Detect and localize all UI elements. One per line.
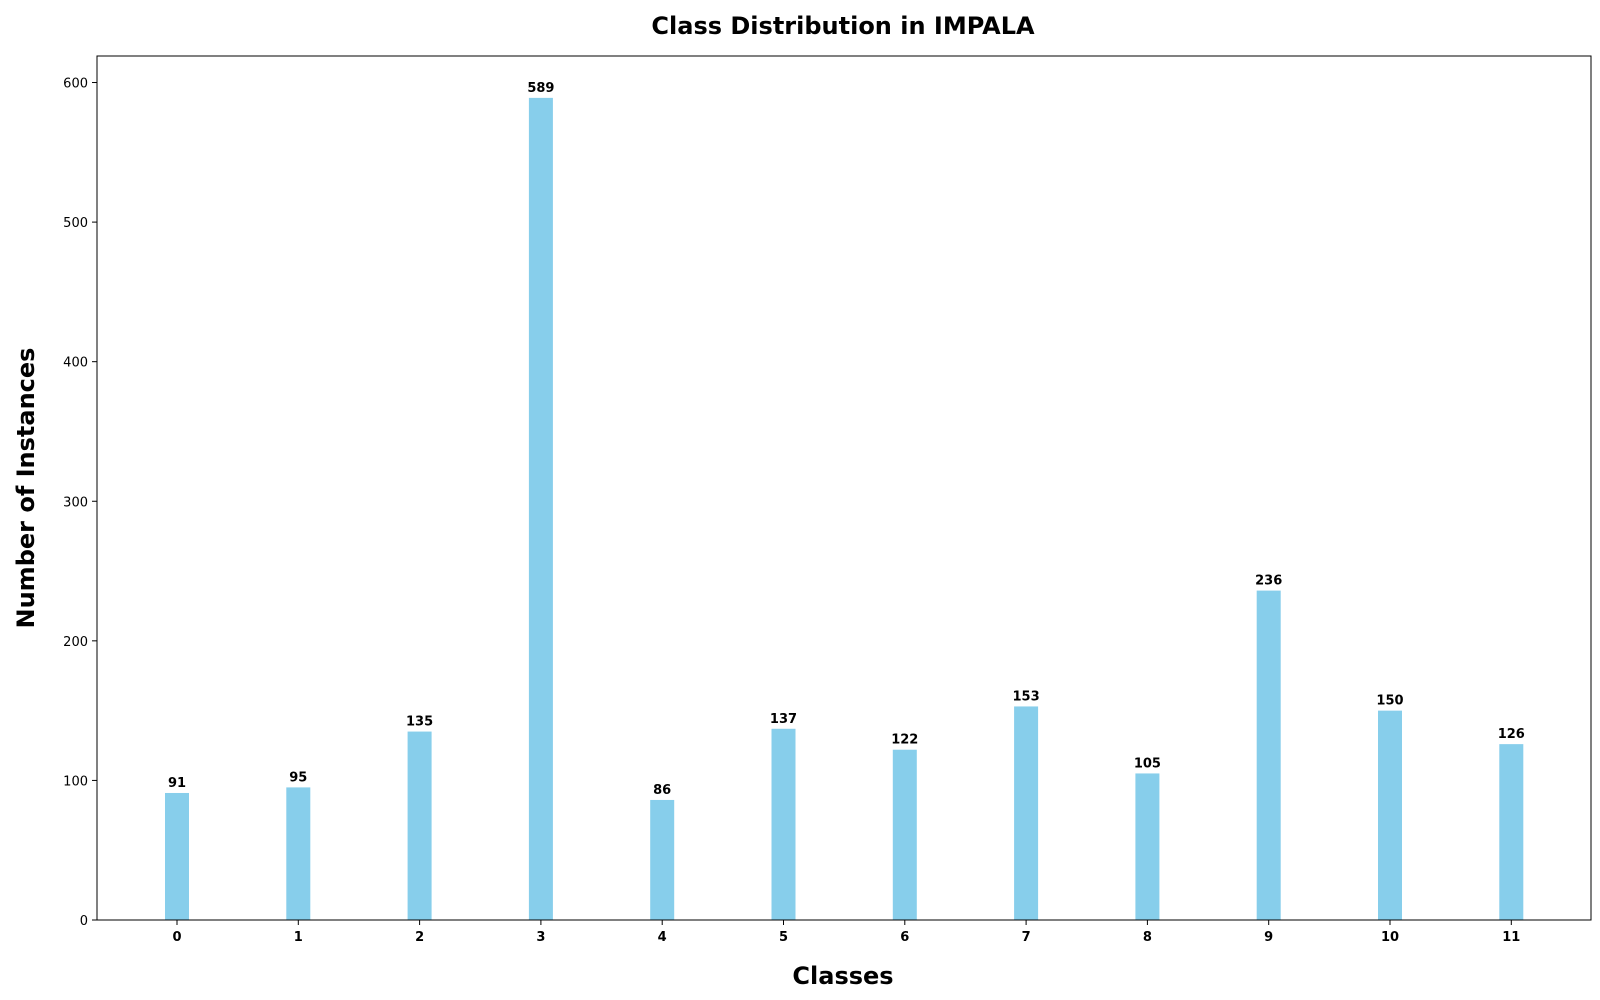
x-tick-label-11: 11 xyxy=(1502,930,1520,945)
bar-9 xyxy=(1256,590,1281,920)
data-label-7: 153 xyxy=(1013,689,1040,704)
bar-10 xyxy=(1378,710,1402,920)
y-tick-label-400: 400 xyxy=(63,356,88,371)
x-tick-label-3: 3 xyxy=(536,930,545,945)
data-label-6: 122 xyxy=(891,733,918,748)
data-label-5: 137 xyxy=(770,712,797,727)
ticks-group: 0 1 2 3 4 5 6 7 8 9 10 11 0 100 200 300 400 500 600 xyxy=(63,77,1520,945)
chart-title: Class Distribution in IMPALA xyxy=(651,12,1035,40)
data-label-1: 95 xyxy=(289,770,307,785)
x-axis-label: Classes xyxy=(792,962,893,990)
data-label-4: 86 xyxy=(653,783,671,798)
bar-3 xyxy=(528,97,553,920)
bar-6 xyxy=(892,749,917,920)
bar-11 xyxy=(1499,744,1524,920)
x-tick-label-2: 2 xyxy=(415,930,424,945)
x-tick-label-5: 5 xyxy=(779,930,788,945)
bar-4 xyxy=(650,799,675,920)
bars-group: 91 95 135 589 86 137 122 153 105 236 150 126 xyxy=(165,81,1525,920)
x-tick-label-1: 1 xyxy=(294,930,303,945)
bar-7 xyxy=(1014,706,1039,920)
bar-8 xyxy=(1135,773,1160,920)
x-tick-label-10: 10 xyxy=(1381,930,1399,945)
data-label-3: 589 xyxy=(527,81,554,96)
y-tick-label-200: 200 xyxy=(63,635,88,650)
y-tick-label-100: 100 xyxy=(63,774,88,789)
bar-5 xyxy=(771,728,796,920)
x-tick-label-7: 7 xyxy=(1022,930,1031,945)
data-label-0: 91 xyxy=(168,776,186,791)
data-label-11: 126 xyxy=(1498,727,1525,742)
y-tick-label-300: 300 xyxy=(63,495,88,510)
plot-frame xyxy=(96,55,1592,921)
x-tick-label-6: 6 xyxy=(900,930,909,945)
bar-0 xyxy=(165,792,189,920)
x-tick-label-8: 8 xyxy=(1143,930,1152,945)
y-tick-label-600: 600 xyxy=(63,77,88,92)
x-tick-label-9: 9 xyxy=(1264,930,1273,945)
y-axis-label: Number of Instances xyxy=(12,348,40,629)
data-label-2: 135 xyxy=(406,715,433,730)
x-tick-label-0: 0 xyxy=(172,930,181,945)
y-tick-label-500: 500 xyxy=(63,216,88,231)
y-tick-label-0: 0 xyxy=(80,914,88,929)
bar-2 xyxy=(407,731,432,920)
bar-1 xyxy=(286,787,311,920)
data-label-9: 236 xyxy=(1255,574,1282,589)
data-label-10: 150 xyxy=(1376,694,1403,709)
data-label-8: 105 xyxy=(1134,756,1161,771)
x-tick-label-4: 4 xyxy=(658,930,667,945)
